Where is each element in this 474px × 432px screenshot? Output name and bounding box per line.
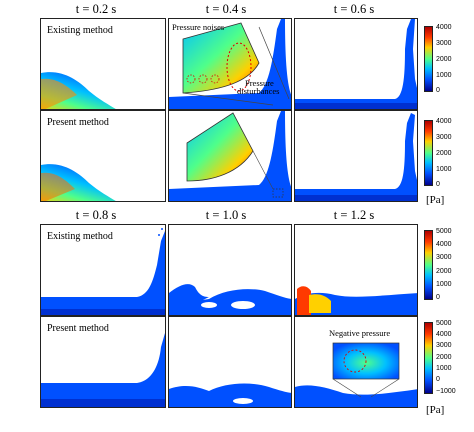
cbar3-tick-1000: 1000 — [436, 281, 452, 288]
row-label-existing-2: Existing method — [47, 231, 113, 242]
cbar4-tick-neg1000: −1000 — [436, 388, 456, 395]
colorbar-bottom-existing — [424, 230, 433, 300]
panel-existing-t12 — [294, 224, 418, 316]
panel-existing-t08: Existing method — [40, 224, 166, 316]
fluid-field — [169, 19, 291, 109]
cbar3-tick-3000: 3000 — [436, 254, 452, 261]
panel-existing-t02: Existing method — [40, 18, 166, 110]
row-label-existing: Existing method — [47, 25, 113, 36]
panel-present-t02: Present method — [40, 110, 166, 202]
time-label-1-2: t = 1.2 s — [333, 208, 375, 222]
colorbar-bottom-present — [424, 322, 433, 394]
time-label-0-2: t = 0.2 s — [75, 2, 117, 16]
fluid-field — [169, 383, 291, 407]
panel-present-t04 — [168, 110, 292, 202]
cbar1-tick-2000: 2000 — [436, 56, 452, 63]
time-label-0-6: t = 0.6 s — [333, 2, 375, 16]
panel-present-t12: Negative pressure — [294, 316, 418, 408]
cbar1-tick-0: 0 — [436, 87, 440, 94]
row-label-present: Present method — [47, 117, 109, 128]
fluid-field — [295, 286, 417, 315]
cbar4-tick-5000: 5000 — [436, 320, 452, 327]
cbar1-tick-3000: 3000 — [436, 40, 452, 47]
panel-existing-t10 — [168, 224, 292, 316]
panel-present-t06 — [294, 110, 418, 202]
annotation-pressure-disturbances-2: disturbances — [237, 86, 280, 96]
unit-label-top: [Pa] — [426, 194, 445, 206]
cbar3-tick-2000: 2000 — [436, 268, 452, 275]
cbar2-tick-1000: 1000 — [436, 166, 452, 173]
colorbar-top-present — [424, 120, 433, 186]
unit-label-bottom: [Pa] — [426, 404, 445, 416]
annotation-negative-pressure: Negative pressure — [329, 328, 391, 338]
fluid-field — [41, 333, 165, 407]
fluid-field — [41, 228, 165, 315]
cbar4-tick-2000: 2000 — [436, 354, 452, 361]
panel-existing-t04: Pressure noises Pressure disturbances — [168, 18, 292, 110]
time-label-0-4: t = 0.4 s — [205, 2, 247, 16]
annotation-pressure-disturbances-1: Pressure — [245, 78, 274, 88]
fluid-field — [169, 111, 291, 201]
panel-existing-t06 — [294, 18, 418, 110]
cbar2-tick-3000: 3000 — [436, 134, 452, 141]
cbar3-tick-4000: 4000 — [436, 241, 452, 248]
cbar3-tick-5000: 5000 — [436, 228, 452, 235]
cbar2-tick-0: 0 — [436, 181, 440, 188]
cbar3-tick-0: 0 — [436, 294, 440, 301]
annotation-pressure-noises: Pressure noises — [172, 22, 225, 32]
fluid-field — [295, 342, 417, 407]
colorbar-top-existing — [424, 26, 433, 92]
fluid-field — [41, 72, 116, 109]
cbar4-tick-4000: 4000 — [436, 331, 452, 338]
cbar2-tick-2000: 2000 — [436, 150, 452, 157]
panel-present-t10 — [168, 316, 292, 408]
cbar4-tick-0: 0 — [436, 376, 440, 383]
row-label-present-2: Present method — [47, 323, 109, 334]
time-label-0-8: t = 0.8 s — [75, 208, 117, 222]
fluid-field — [295, 113, 417, 201]
cbar2-tick-4000: 4000 — [436, 118, 452, 125]
cbar4-tick-3000: 3000 — [436, 342, 452, 349]
panel-present-t08: Present method — [40, 316, 166, 408]
cbar4-tick-1000: 1000 — [436, 365, 452, 372]
fluid-field — [295, 19, 417, 109]
time-label-1-0: t = 1.0 s — [205, 208, 247, 222]
fluid-field — [41, 164, 116, 201]
fluid-field — [169, 284, 291, 315]
cbar1-tick-1000: 1000 — [436, 72, 452, 79]
cbar1-tick-4000: 4000 — [436, 24, 452, 31]
